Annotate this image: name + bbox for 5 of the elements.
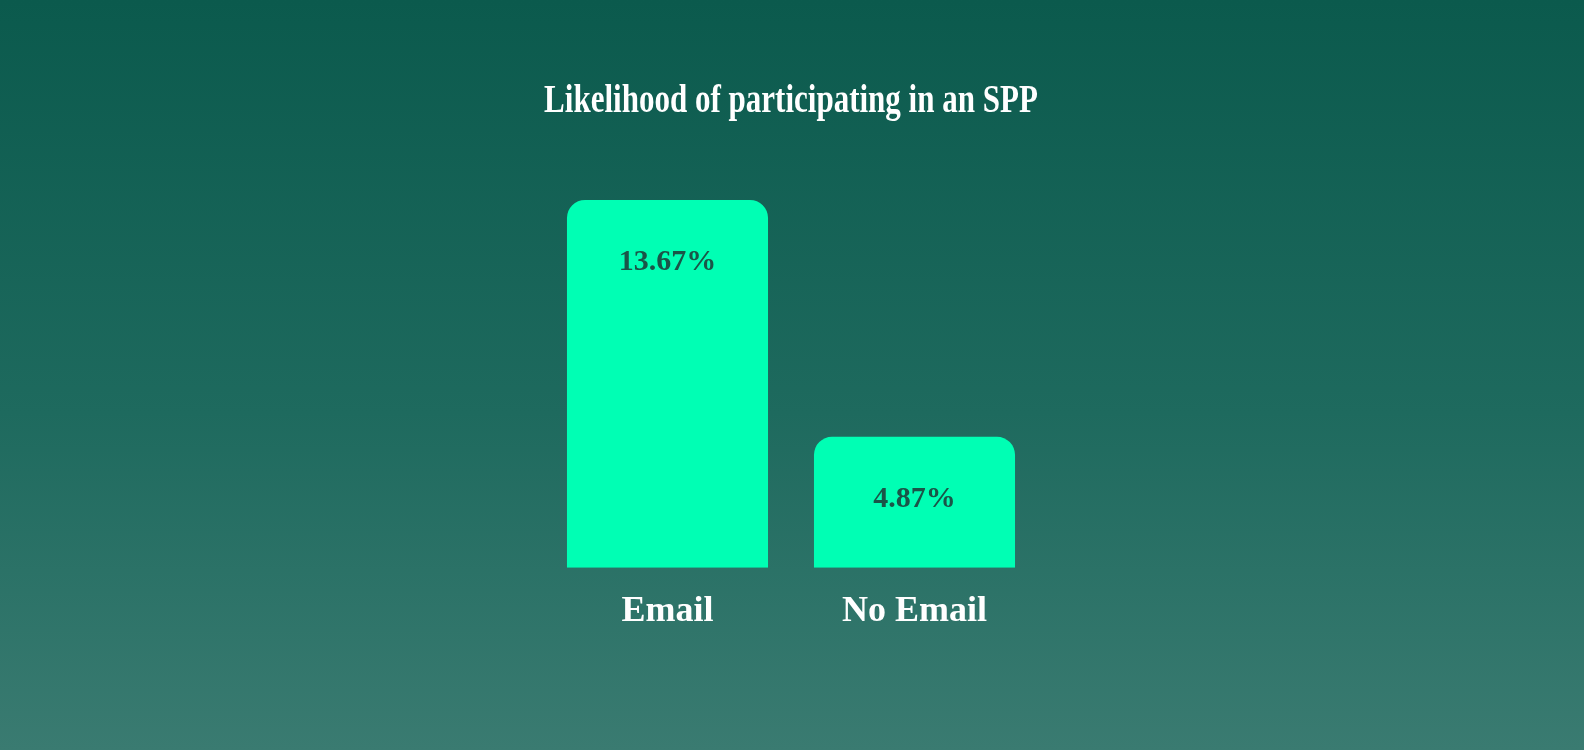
- x-tick-label: No Email: [841, 588, 988, 629]
- data-label: 4.87%: [873, 479, 956, 513]
- data-label: 13.67%: [618, 242, 717, 276]
- chart-title: Likelihood of participating in an SPP: [544, 76, 1038, 122]
- x-tick-label: Email: [621, 588, 714, 629]
